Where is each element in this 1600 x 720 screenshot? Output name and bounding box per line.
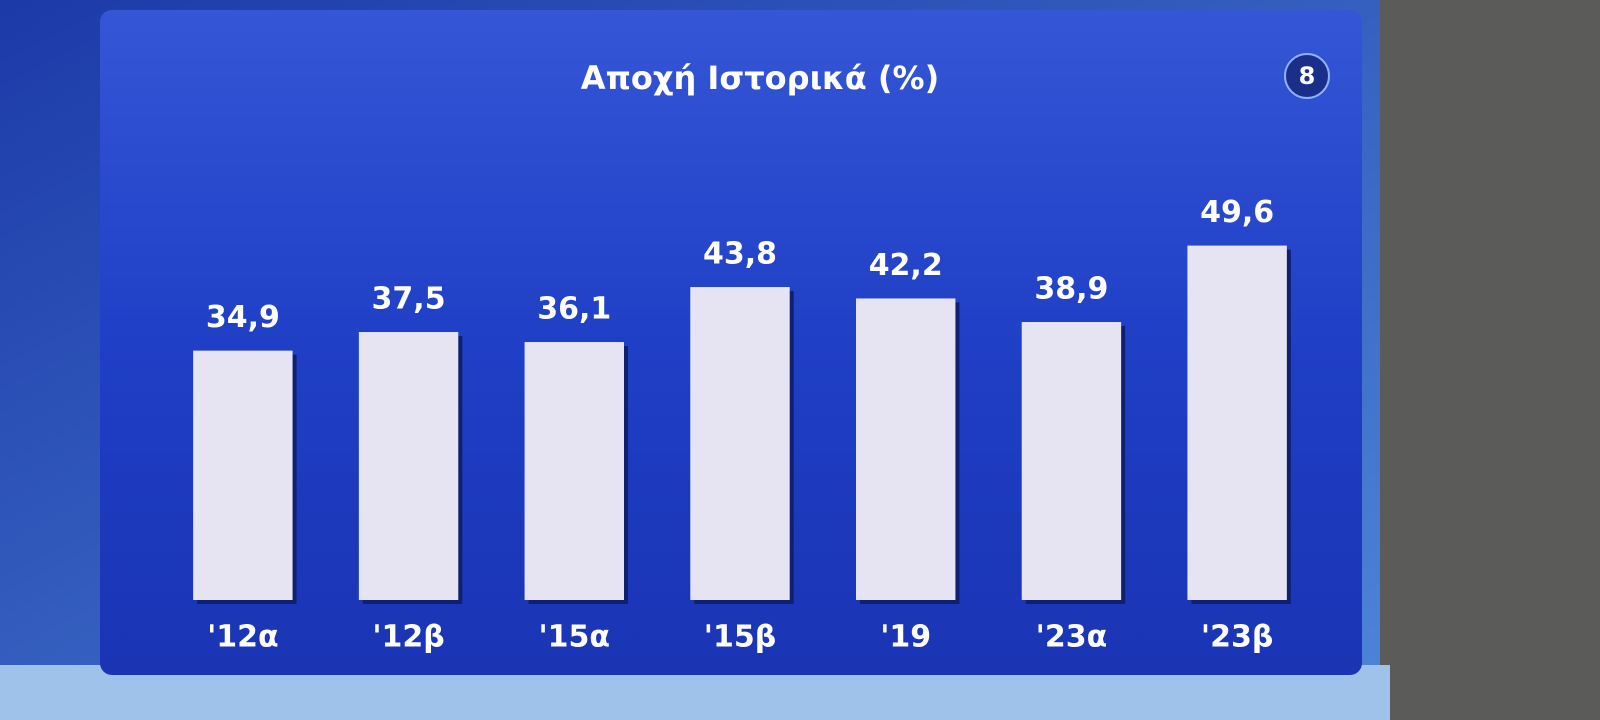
- value-label: 49,6: [1200, 195, 1274, 230]
- bar: [193, 350, 293, 600]
- bar: [856, 298, 956, 600]
- value-label: 38,9: [1034, 272, 1108, 307]
- bar: [1187, 245, 1287, 600]
- bar: [524, 342, 624, 600]
- x-tick-label: '23α: [1036, 620, 1108, 655]
- chart-title: Αποχή Ιστορικά (%): [581, 59, 939, 97]
- badge-number: 8: [1299, 62, 1316, 90]
- x-tick-label: '15β: [704, 620, 776, 655]
- x-tick-label: '12α: [207, 620, 279, 655]
- wall: [1380, 0, 1600, 720]
- badge: [1284, 53, 1330, 99]
- value-label: 37,5: [372, 282, 446, 317]
- bar: [1021, 322, 1122, 600]
- value-label: 43,8: [703, 237, 777, 272]
- value-label: 42,2: [869, 248, 943, 283]
- x-tick-label: '15α: [539, 620, 611, 655]
- x-tick-label: '12β: [372, 620, 444, 655]
- bar: [690, 287, 790, 600]
- value-label: 36,1: [537, 292, 611, 327]
- x-tick-label: '19: [880, 620, 931, 655]
- bar: [358, 332, 459, 600]
- value-label: 34,9: [206, 300, 280, 335]
- x-tick-label: '23β: [1201, 620, 1273, 655]
